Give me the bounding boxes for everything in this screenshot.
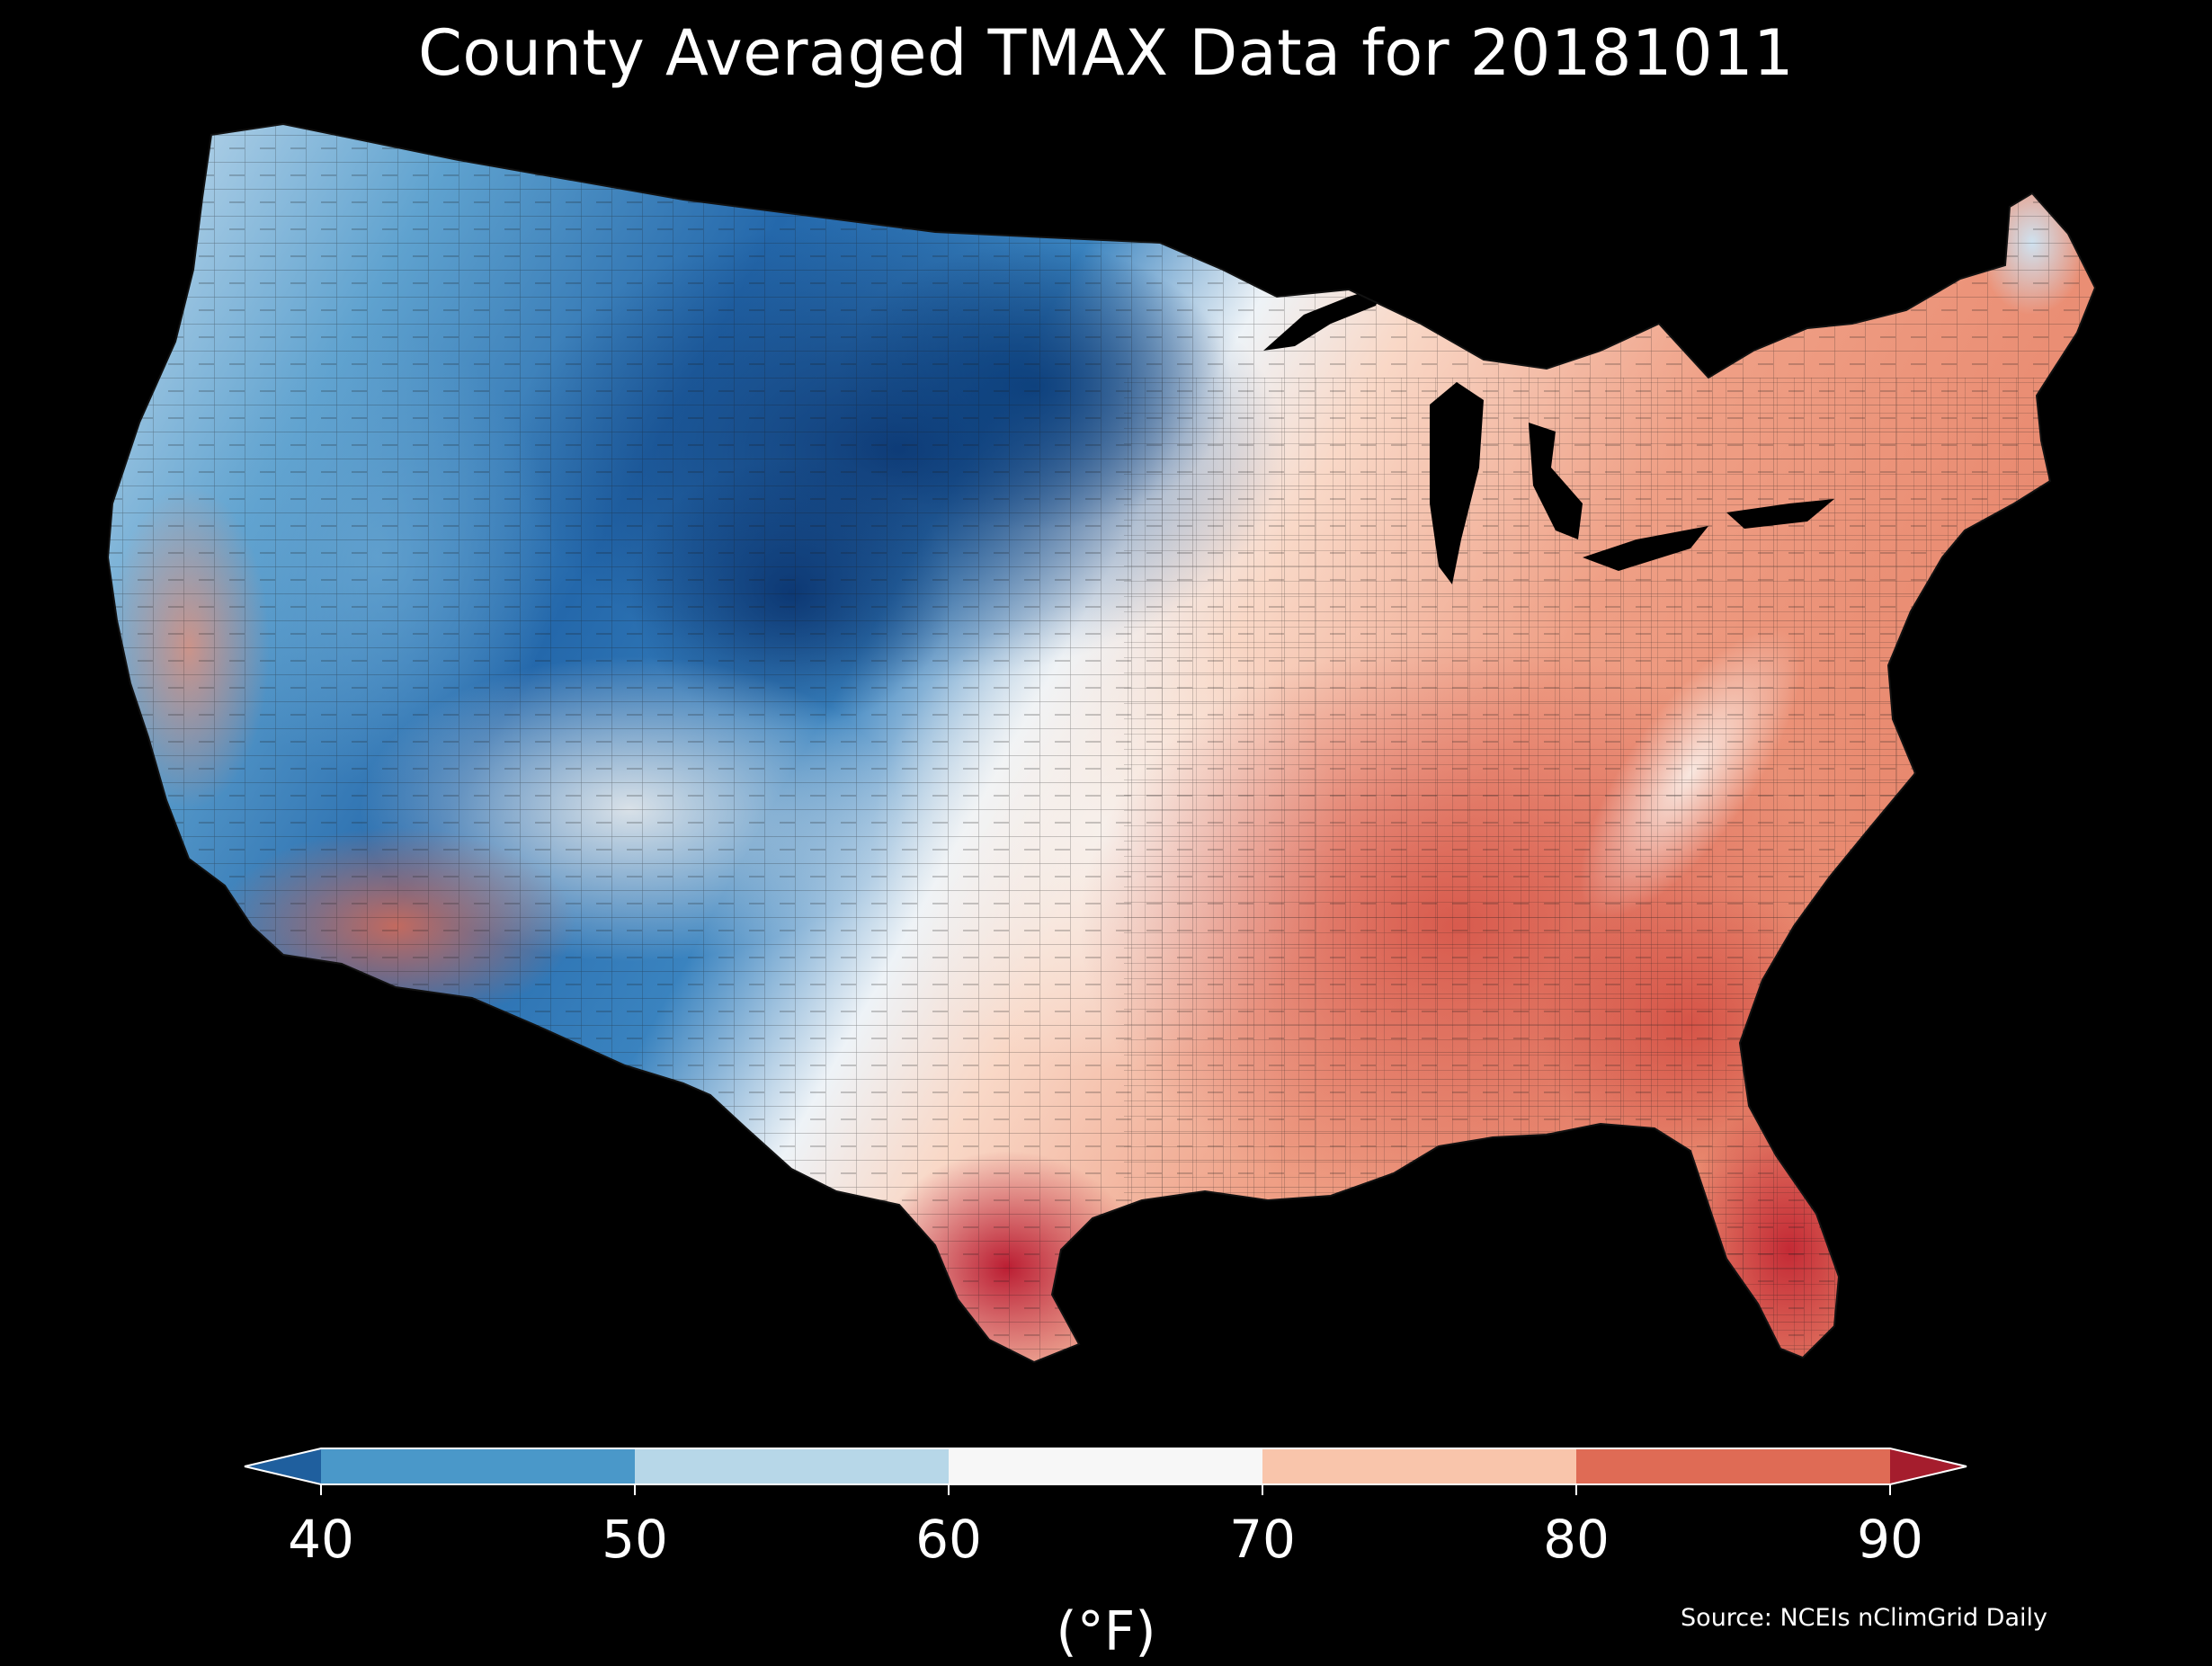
us-outline (106, 122, 2097, 1364)
colorbar-bin-50-60 (635, 1448, 949, 1484)
map-title: County Averaged TMAX Data for 20181011 (417, 16, 1795, 90)
colorbar-unit-label: (°F) (1056, 1600, 1156, 1663)
great-lakes (1263, 286, 1834, 584)
colorbar-tick-label: 90 (1857, 1509, 1923, 1570)
colorbar-bin-80-90 (1576, 1448, 1890, 1484)
colorbar-bin-70-80 (1262, 1448, 1576, 1484)
colorbar-over-arrow (1890, 1448, 1967, 1484)
map-region-fills (108, 124, 2095, 1362)
colorbar (244, 1448, 1967, 1495)
source-credit: Source: NCEIs nClimGrid Daily (1681, 1604, 2047, 1632)
colorbar-tick-label: 40 (288, 1509, 354, 1570)
colorbar-bin-60-70 (949, 1448, 1262, 1484)
colorbar-tick-label: 60 (915, 1509, 982, 1570)
colorbar-tick-label: 80 (1543, 1509, 1610, 1570)
colorbar-tick-label: 70 (1229, 1509, 1296, 1570)
colorbar-tick-label: 50 (602, 1509, 668, 1570)
colorbar-bin-40-50 (321, 1448, 635, 1484)
colorbar-under-arrow (245, 1448, 321, 1484)
